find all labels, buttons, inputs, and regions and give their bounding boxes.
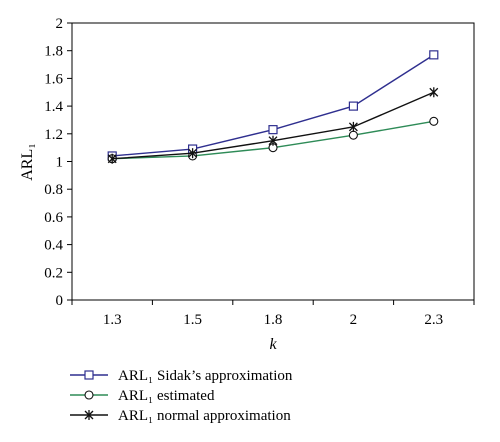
x-tick-label: 2 xyxy=(350,312,358,328)
series-2-point xyxy=(348,130,358,140)
series-3-point xyxy=(188,148,198,159)
y-tick-label: 1 xyxy=(56,155,64,171)
x-tick-label: 1.8 xyxy=(264,312,283,328)
series-1-point xyxy=(429,50,439,60)
y-tick-label: 0.2 xyxy=(44,265,63,281)
x-tick-label: 1.3 xyxy=(103,312,122,328)
y-tick-label: 1.8 xyxy=(44,44,63,60)
series-1-point xyxy=(268,125,278,135)
plot-frame xyxy=(71,22,475,301)
plot-area: 0 0.2 0.4 0.6 0.8 1 1.2 1.4 1.6 1.8 2 1.3 1.5 1.8 2 2.3 xyxy=(44,16,475,328)
y-tick-label: 0.4 xyxy=(44,238,63,254)
series-3-point xyxy=(348,121,358,132)
x-tick-label: 1.5 xyxy=(183,312,202,328)
legend-item-1: ARL₁ Sidak’s approximation xyxy=(70,368,293,384)
legend-label: ARL₁ normal approximation xyxy=(118,408,291,424)
series-1-point xyxy=(348,101,358,111)
x-tick-label: 2.3 xyxy=(424,312,443,328)
y-tick-label: 1.6 xyxy=(44,71,63,87)
y-tick-label: 1.4 xyxy=(44,99,63,115)
legend-item-2: ARL₁ estimated xyxy=(70,388,215,404)
y-axis-title: ARL₁ xyxy=(19,143,36,181)
x-axis-title: k xyxy=(269,336,277,353)
series-2-point xyxy=(429,116,439,126)
y-tick-label: 0.6 xyxy=(44,210,63,226)
series-3-point xyxy=(429,87,439,98)
legend-item-3: ARL₁ normal approximation xyxy=(70,408,291,424)
y-tick-label: 1.2 xyxy=(44,127,63,143)
legend-label: ARL₁ Sidak’s approximation xyxy=(118,368,293,384)
y-tick-label: 2 xyxy=(56,16,64,32)
legend: ARL₁ Sidak’s approximation ARL₁ estimated… xyxy=(70,368,293,424)
y-tick-label: 0 xyxy=(56,293,64,309)
legend-marker xyxy=(84,390,94,400)
legend-label: ARL₁ estimated xyxy=(118,388,215,404)
legend-marker xyxy=(84,410,94,420)
series-3-point xyxy=(268,135,278,146)
y-tick-label: 0.8 xyxy=(44,182,63,198)
series-3-point xyxy=(107,153,117,164)
legend-marker xyxy=(84,370,94,380)
